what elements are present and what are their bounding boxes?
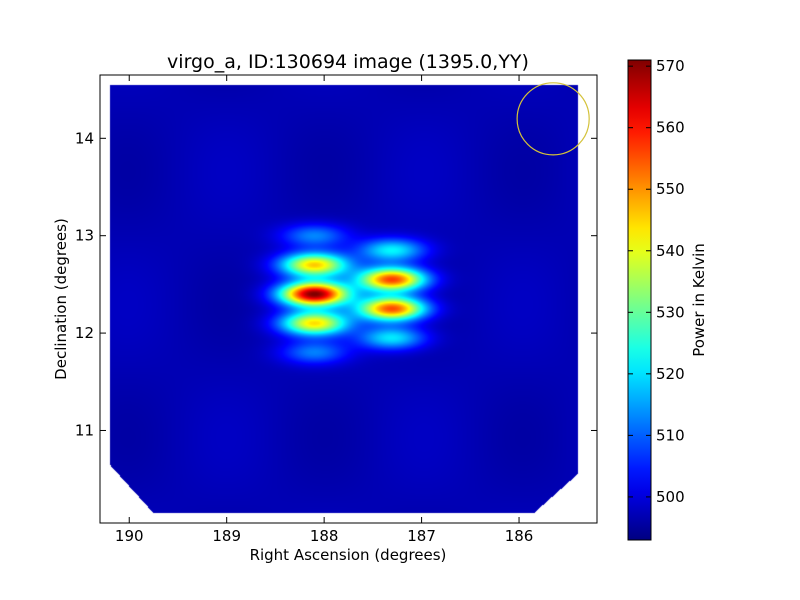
colorbar-tick-label: 520 [656,365,685,383]
chart-title: virgo_a, ID:130694 image (1395.0,YY) [167,51,529,73]
y-tick-label: 11 [75,421,94,439]
colorbar: 500 510 520 530 540 550 560 570 [627,57,685,541]
colorbar-tick-label: 570 [656,57,685,75]
y-axis-label: Declination (degrees) [52,218,70,380]
colorbar-tick-label: 510 [656,426,685,444]
y-tick-label: 12 [75,324,94,342]
colorbar-fill [628,60,651,540]
x-axis-label: Right Ascension (degrees) [250,546,447,564]
x-tick-label: 188 [310,527,339,545]
colorbar-label: Power in Kelvin [690,243,708,357]
y-tick-labels: 11 12 13 14 [75,129,94,439]
x-tick-label: 186 [505,527,534,545]
x-tick-label: 189 [212,527,241,545]
colorbar-tick-label: 500 [656,488,685,506]
plot-tick-marks [100,75,597,523]
colorbar-frame [627,59,652,541]
plot-frame [99,74,598,524]
colorbar-tick-label: 550 [656,180,685,198]
x-tick-labels: 190 189 188 187 186 [115,527,533,545]
colorbar-tick-label: 560 [656,119,685,137]
x-tick-label: 190 [115,527,144,545]
heatmap-plot-area [99,74,598,524]
y-tick-label: 13 [75,227,94,245]
colorbar-tick-label: 540 [656,242,685,260]
heatmap-image [100,75,597,523]
colorbar-ticks: 500 510 520 530 540 550 560 570 [628,57,685,506]
beam-circle [516,82,590,156]
y-tick-label: 14 [75,129,94,147]
colorbar-tick-label: 530 [656,303,685,321]
x-tick-label: 187 [407,527,436,545]
